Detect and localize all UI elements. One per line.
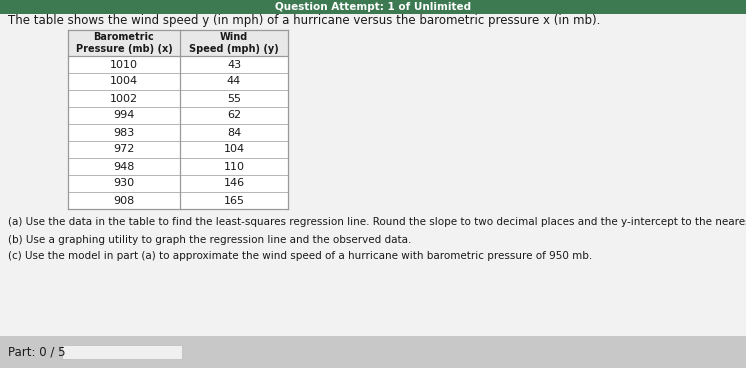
Text: Wind
Speed (mph) (y): Wind Speed (mph) (y)	[189, 32, 279, 54]
Bar	[68, 30, 288, 209]
Bar	[0, 336, 746, 368]
Text: 1002: 1002	[110, 93, 138, 103]
Text: 994: 994	[113, 110, 135, 120]
Text: 1004: 1004	[110, 77, 138, 86]
Text: 104: 104	[224, 145, 245, 155]
Bar	[62, 345, 182, 359]
Text: 84: 84	[227, 127, 241, 138]
Text: 930: 930	[113, 178, 134, 188]
Text: (a) Use the data in the table to find the least-squares regression line. Round t: (a) Use the data in the table to find th…	[8, 217, 746, 227]
Text: 43: 43	[227, 60, 241, 70]
Text: 165: 165	[224, 195, 245, 205]
Text: 62: 62	[227, 110, 241, 120]
Text: (b) Use a graphing utility to graph the regression line and the observed data.: (b) Use a graphing utility to graph the …	[8, 235, 411, 245]
Text: Part: 0 / 5: Part: 0 / 5	[8, 346, 66, 358]
Bar	[0, 0, 746, 14]
Text: (c) Use the model in part (a) to approximate the wind speed of a hurricane with : (c) Use the model in part (a) to approxi…	[8, 251, 592, 261]
Text: 972: 972	[113, 145, 135, 155]
Text: 55: 55	[227, 93, 241, 103]
Text: 1010: 1010	[110, 60, 138, 70]
Text: 110: 110	[224, 162, 245, 171]
Text: 44: 44	[227, 77, 241, 86]
Text: 948: 948	[113, 162, 135, 171]
Text: 983: 983	[113, 127, 134, 138]
Text: 146: 146	[224, 178, 245, 188]
Bar	[68, 30, 288, 56]
Text: 908: 908	[113, 195, 134, 205]
Text: The table shows the wind speed y (in mph) of a hurricane versus the barometric p: The table shows the wind speed y (in mph…	[8, 14, 601, 27]
Text: Question Attempt: 1 of Unlimited: Question Attempt: 1 of Unlimited	[275, 2, 471, 12]
Text: Barometric
Pressure (mb) (x): Barometric Pressure (mb) (x)	[75, 32, 172, 54]
